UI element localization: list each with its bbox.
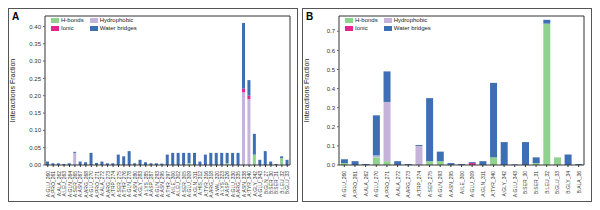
- svg-text:0.5: 0.5: [327, 67, 336, 73]
- html-text:Ionic: Ionic: [61, 25, 74, 31]
- svg-text:0.25: 0.25: [29, 76, 41, 82]
- svg-text:A:ASN_295: A:ASN_295: [448, 171, 454, 197]
- svg-text:A:GLU_260: A:GLU_260: [44, 171, 51, 198]
- svg-text:A:ASN_295: A:ASN_295: [159, 171, 166, 198]
- svg-text:A:VAL_320: A:VAL_320: [213, 171, 220, 196]
- svg-text:A:PRO_261: A:PRO_261: [352, 171, 358, 198]
- svg-text:A:GLN_293: A:GLN_293: [437, 171, 443, 197]
- svg-text:A:GLY_342: A:GLY_342: [251, 171, 258, 197]
- svg-text:A:GLU_309: A:GLU_309: [186, 171, 193, 198]
- svg-text:A:ASP_326: A:ASP_326: [224, 171, 231, 197]
- svg-text:A:ASN_267: A:ASN_267: [77, 171, 84, 198]
- svg-text:A:ALA_272: A:ALA_272: [395, 171, 401, 197]
- svg-text:Interactions Fraction: Interactions Fraction: [303, 59, 310, 123]
- svg-text:A:TYR_340: A:TYR_340: [490, 171, 496, 197]
- svg-text:A:GLU_270: A:GLU_270: [88, 171, 95, 198]
- svg-text:B:GLU_33: B:GLU_33: [284, 171, 290, 195]
- svg-text:A:LYS_323: A:LYS_323: [218, 171, 225, 196]
- svg-text:A:ILE_300: A:ILE_300: [169, 171, 176, 195]
- svg-text:A:HIS_312: A:HIS_312: [197, 171, 204, 196]
- svg-text:B:ALA_36: B:ALA_36: [576, 171, 582, 194]
- html-text:Water bridges: Water bridges: [393, 25, 431, 31]
- svg-text:A:LEU_263: A:LEU_263: [61, 171, 68, 197]
- svg-text:0.6: 0.6: [327, 48, 336, 54]
- html-text:A: A: [12, 11, 20, 22]
- svg-text:A:ARG_335: A:ARG_335: [235, 171, 242, 198]
- svg-text:A:ASN_280: A:ASN_280: [131, 171, 138, 198]
- svg-text:A:LEU_302: A:LEU_302: [175, 171, 182, 197]
- svg-text:0.15: 0.15: [29, 110, 41, 116]
- svg-text:A:GLN_278: A:GLN_278: [126, 171, 133, 198]
- html-text:Hydrophobic: Hydrophobic: [393, 17, 428, 23]
- svg-text:A:ARG_273: A:ARG_273: [104, 171, 111, 198]
- svg-text:A:LYS_285: A:LYS_285: [142, 171, 149, 196]
- svg-text:A:SER_275: A:SER_275: [427, 171, 433, 197]
- svg-text:A:THR_276: A:THR_276: [120, 171, 127, 198]
- svg-text:A:PRO_271: A:PRO_271: [384, 171, 390, 198]
- svg-text:0.05: 0.05: [29, 145, 41, 151]
- svg-text:0.0: 0.0: [327, 162, 336, 168]
- svg-text:0.7: 0.7: [327, 28, 336, 34]
- svg-text:A:TRP_274: A:TRP_274: [110, 171, 117, 197]
- svg-text:B:SER_31: B:SER_31: [273, 171, 280, 195]
- svg-text:B:SER_30: B:SER_30: [267, 171, 274, 195]
- svg-text:A:ILE_300: A:ILE_300: [459, 171, 465, 195]
- svg-text:A:ARG_273: A:ARG_273: [405, 171, 411, 198]
- svg-text:A:THR_297: A:THR_297: [164, 171, 171, 198]
- svg-text:A:GLU_343: A:GLU_343: [257, 171, 264, 198]
- html-text:H-bonds: H-bonds: [355, 17, 378, 23]
- svg-text:0.3: 0.3: [327, 105, 336, 111]
- svg-text:A:ALA_262: A:ALA_262: [55, 171, 62, 197]
- svg-text:A:TYR_340: A:TYR_340: [246, 171, 253, 197]
- svg-text:B:LEU_32: B:LEU_32: [544, 171, 550, 194]
- svg-text:A:PRO_271: A:PRO_271: [93, 171, 100, 198]
- svg-text:0.40: 0.40: [29, 24, 41, 30]
- svg-text:A:ALA_272: A:ALA_272: [99, 171, 106, 197]
- svg-text:0.1: 0.1: [327, 143, 336, 149]
- html-text:H-bonds: H-bonds: [61, 17, 84, 23]
- svg-text:A:ARG_268: A:ARG_268: [82, 171, 89, 198]
- html-text:Water bridges: Water bridges: [99, 25, 137, 31]
- svg-text:0.4: 0.4: [327, 86, 336, 92]
- svg-text:0.00: 0.00: [29, 162, 41, 168]
- svg-text:B:GLN_27: B:GLN_27: [262, 171, 269, 195]
- svg-text:A:GLY_342: A:GLY_342: [501, 171, 507, 197]
- svg-text:B:GLY_34: B:GLY_34: [565, 171, 571, 194]
- svg-text:B:SER_30: B:SER_30: [522, 171, 528, 195]
- html-text:Hydrophobic: Hydrophobic: [99, 17, 134, 23]
- html-text:Ionic: Ionic: [355, 25, 368, 31]
- svg-text:A:TRP_274: A:TRP_274: [416, 171, 422, 197]
- svg-text:0.35: 0.35: [29, 41, 41, 47]
- svg-text:0.10: 0.10: [29, 127, 41, 133]
- svg-text:B:SER_31: B:SER_31: [533, 171, 539, 195]
- svg-text:0.30: 0.30: [29, 58, 41, 64]
- svg-text:A:ALA_262: A:ALA_262: [363, 171, 369, 197]
- svg-text:A:ASN_338: A:ASN_338: [240, 171, 247, 198]
- svg-text:A:GLU_270: A:GLU_270: [373, 171, 379, 197]
- svg-text:A:GLN_311: A:GLN_311: [480, 171, 486, 197]
- svg-text:A:GLY_283: A:GLY_283: [137, 171, 144, 197]
- svg-text:A:SER_265: A:SER_265: [71, 171, 78, 198]
- svg-text:A:PRO_261: A:PRO_261: [50, 171, 57, 198]
- svg-text:B:LEU_32: B:LEU_32: [278, 171, 285, 194]
- svg-text:0.20: 0.20: [29, 93, 41, 99]
- svg-text:A:ARG_318: A:ARG_318: [208, 171, 215, 198]
- svg-text:Interactions Fraction: Interactions Fraction: [9, 59, 16, 123]
- svg-text:A:GLN_264: A:GLN_264: [66, 171, 73, 198]
- svg-text:A:TYR_316: A:TYR_316: [202, 171, 209, 197]
- svg-text:A:GLN_311: A:GLN_311: [191, 171, 198, 197]
- svg-text:A:GLU_309: A:GLU_309: [469, 171, 475, 197]
- svg-text:B:GLU_33: B:GLU_33: [554, 171, 560, 195]
- svg-text:A:GLU_330: A:GLU_330: [229, 171, 236, 198]
- svg-text:A:GLN_293: A:GLN_293: [153, 171, 160, 198]
- svg-text:A:GLU_343: A:GLU_343: [512, 171, 518, 197]
- svg-text:A:SER_305: A:SER_305: [180, 171, 187, 198]
- svg-text:0.2: 0.2: [327, 124, 336, 130]
- svg-text:A:SER_275: A:SER_275: [115, 171, 122, 198]
- svg-text:A:ASP_287: A:ASP_287: [148, 171, 155, 197]
- svg-text:A:GLU_260: A:GLU_260: [341, 171, 347, 197]
- html-text:B: B: [306, 11, 314, 22]
